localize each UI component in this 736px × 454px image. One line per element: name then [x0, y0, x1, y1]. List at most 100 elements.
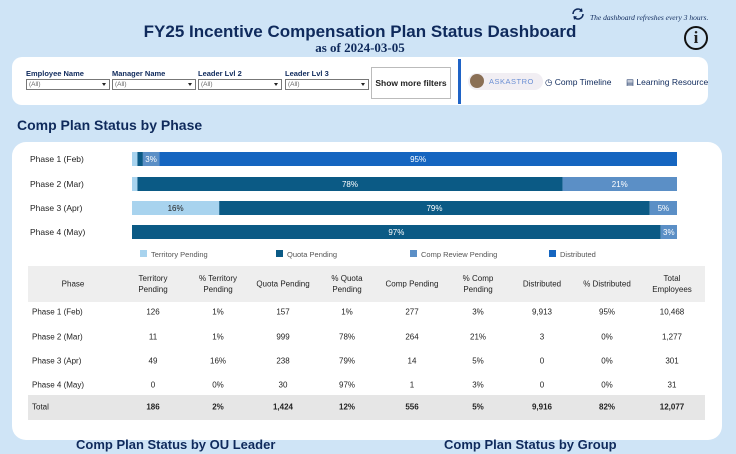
table-cell: 95% — [598, 307, 616, 317]
total-cell: 9,916 — [531, 402, 553, 412]
ask-astro-label: ASKASTRO — [489, 77, 534, 86]
value-label: 3% — [663, 228, 675, 237]
bar-segment — [132, 225, 661, 239]
table-cell: 1% — [212, 332, 224, 342]
filter-dropdown[interactable]: (All) — [198, 79, 282, 90]
filter-dropdown[interactable]: (All) — [285, 79, 369, 90]
table-cell: 49 — [148, 356, 158, 366]
link-label: Comp Timeline — [554, 77, 612, 87]
bar-segment — [137, 152, 143, 166]
section-title: Comp Plan Status by Group — [444, 437, 617, 452]
total-cell: 556 — [405, 402, 419, 412]
total-cell: Total — [32, 402, 49, 412]
bar-segment — [132, 152, 138, 166]
table-header-row — [28, 266, 705, 302]
legend-swatch — [410, 250, 417, 257]
total-cell: 12,077 — [659, 402, 685, 412]
table-cell: 1% — [212, 307, 224, 317]
table-cell: 126 — [146, 307, 160, 317]
info-button[interactable]: i — [684, 26, 708, 50]
total-cell: 12% — [338, 402, 356, 412]
learning-link[interactable]: ▤ Learning Resource — [626, 77, 709, 87]
table-cell: 21% — [469, 332, 487, 342]
table-cell: 0% — [601, 332, 613, 342]
column-header: % Comp Pending — [462, 274, 494, 294]
legend-swatch — [276, 250, 283, 257]
ask-astro-badge[interactable]: ASKASTRO — [468, 73, 543, 90]
table-cell: 157 — [276, 307, 290, 317]
column-header: Distributed — [522, 279, 562, 289]
subtitle: as of 2024-03-05 — [315, 40, 405, 55]
table-cell: 0 — [539, 380, 545, 390]
table-cell: 277 — [405, 307, 419, 317]
link-label: Learning Resource — [636, 77, 709, 87]
astro-icon — [470, 74, 484, 88]
table-cell: 97% — [338, 380, 356, 390]
legend-label: Comp Review Pending — [421, 250, 497, 259]
filter-label: Leader Lvl 3 — [285, 69, 329, 78]
comp-timeline-link[interactable]: ◷ Comp Timeline — [545, 77, 612, 87]
bar-segment — [137, 177, 563, 191]
table-cell: Phase 3 (Apr) — [32, 356, 82, 366]
table-cell: 78% — [338, 332, 356, 342]
value-label: 95% — [410, 155, 426, 164]
filter-label: Manager Name — [112, 69, 166, 78]
table-cell: 3% — [472, 380, 484, 390]
title: FY25 Incentive Compensation Plan Status … — [143, 22, 577, 41]
bar-segment — [132, 201, 220, 215]
bar-chart: Phase 1 (Feb) 3% 95% Phase 2 (Mar) 78% 21% Pha… — [30, 152, 677, 259]
table-cell: Phase 2 (Mar) — [32, 332, 83, 342]
y-tick-label: Phase 2 (Mar) — [30, 179, 84, 189]
value-label: 78% — [342, 180, 358, 189]
table-cell: 5% — [472, 356, 484, 366]
y-tick-label: Phase 4 (May) — [30, 227, 85, 237]
value-label: 5% — [658, 204, 670, 213]
section-title: Comp Plan Status by Phase — [17, 117, 203, 133]
bar-segment — [132, 177, 138, 191]
refresh-icon — [572, 8, 584, 20]
table-cell: 31 — [667, 380, 677, 390]
column-header: Quota Pending — [256, 279, 310, 289]
column-header: % Territory Pending — [198, 274, 238, 294]
table-cell: 3 — [539, 332, 545, 342]
filter-dropdown[interactable]: (All) — [26, 79, 110, 90]
legend-swatch — [549, 250, 556, 257]
value-label: 79% — [426, 204, 442, 213]
table-cell: 30 — [278, 380, 288, 390]
column-header: Comp Pending — [385, 279, 439, 289]
refresh-note: The dashboard refreshes every 3 hours. — [590, 13, 709, 22]
total-cell: 186 — [146, 402, 160, 412]
table-cell: 238 — [276, 356, 290, 366]
table-cell: 9,913 — [531, 307, 553, 317]
legend-swatch — [140, 250, 147, 257]
filter-dropdown[interactable]: (All) — [112, 79, 196, 90]
total-cell: 82% — [598, 402, 616, 412]
table-cell: 11 — [148, 332, 158, 342]
table-cell: 1,277 — [661, 332, 683, 342]
table-total-row — [28, 395, 705, 420]
table-cell: Phase 4 (May) — [32, 380, 85, 390]
table-cell: 16% — [209, 356, 227, 366]
table-cell: 1% — [341, 307, 353, 317]
filter-label: Leader Lvl 2 — [198, 69, 242, 78]
column-header: % Distributed — [583, 279, 631, 289]
filter-label: Employee Name — [26, 69, 84, 78]
value-label: 16% — [168, 204, 184, 213]
filter: Manager Name (All) — [112, 69, 196, 90]
filter: Leader Lvl 2 (All) — [198, 69, 282, 90]
more-filters-button[interactable]: Show more filters — [371, 67, 451, 99]
value-label: 3% — [145, 155, 157, 164]
table-cell: 999 — [276, 332, 290, 342]
column-header: % Quota Pending — [331, 274, 363, 294]
total-cell: 1,424 — [272, 402, 294, 412]
table-cell: Phase 1 (Feb) — [32, 307, 83, 317]
table-cell: 1 — [409, 380, 415, 390]
bar-segment — [660, 225, 677, 239]
table-cell: 0 — [150, 380, 156, 390]
y-tick-label: Phase 3 (Apr) — [30, 203, 83, 213]
table-cell: 3% — [472, 307, 484, 317]
bar-segment — [649, 201, 677, 215]
table-cell: 264 — [405, 332, 419, 342]
